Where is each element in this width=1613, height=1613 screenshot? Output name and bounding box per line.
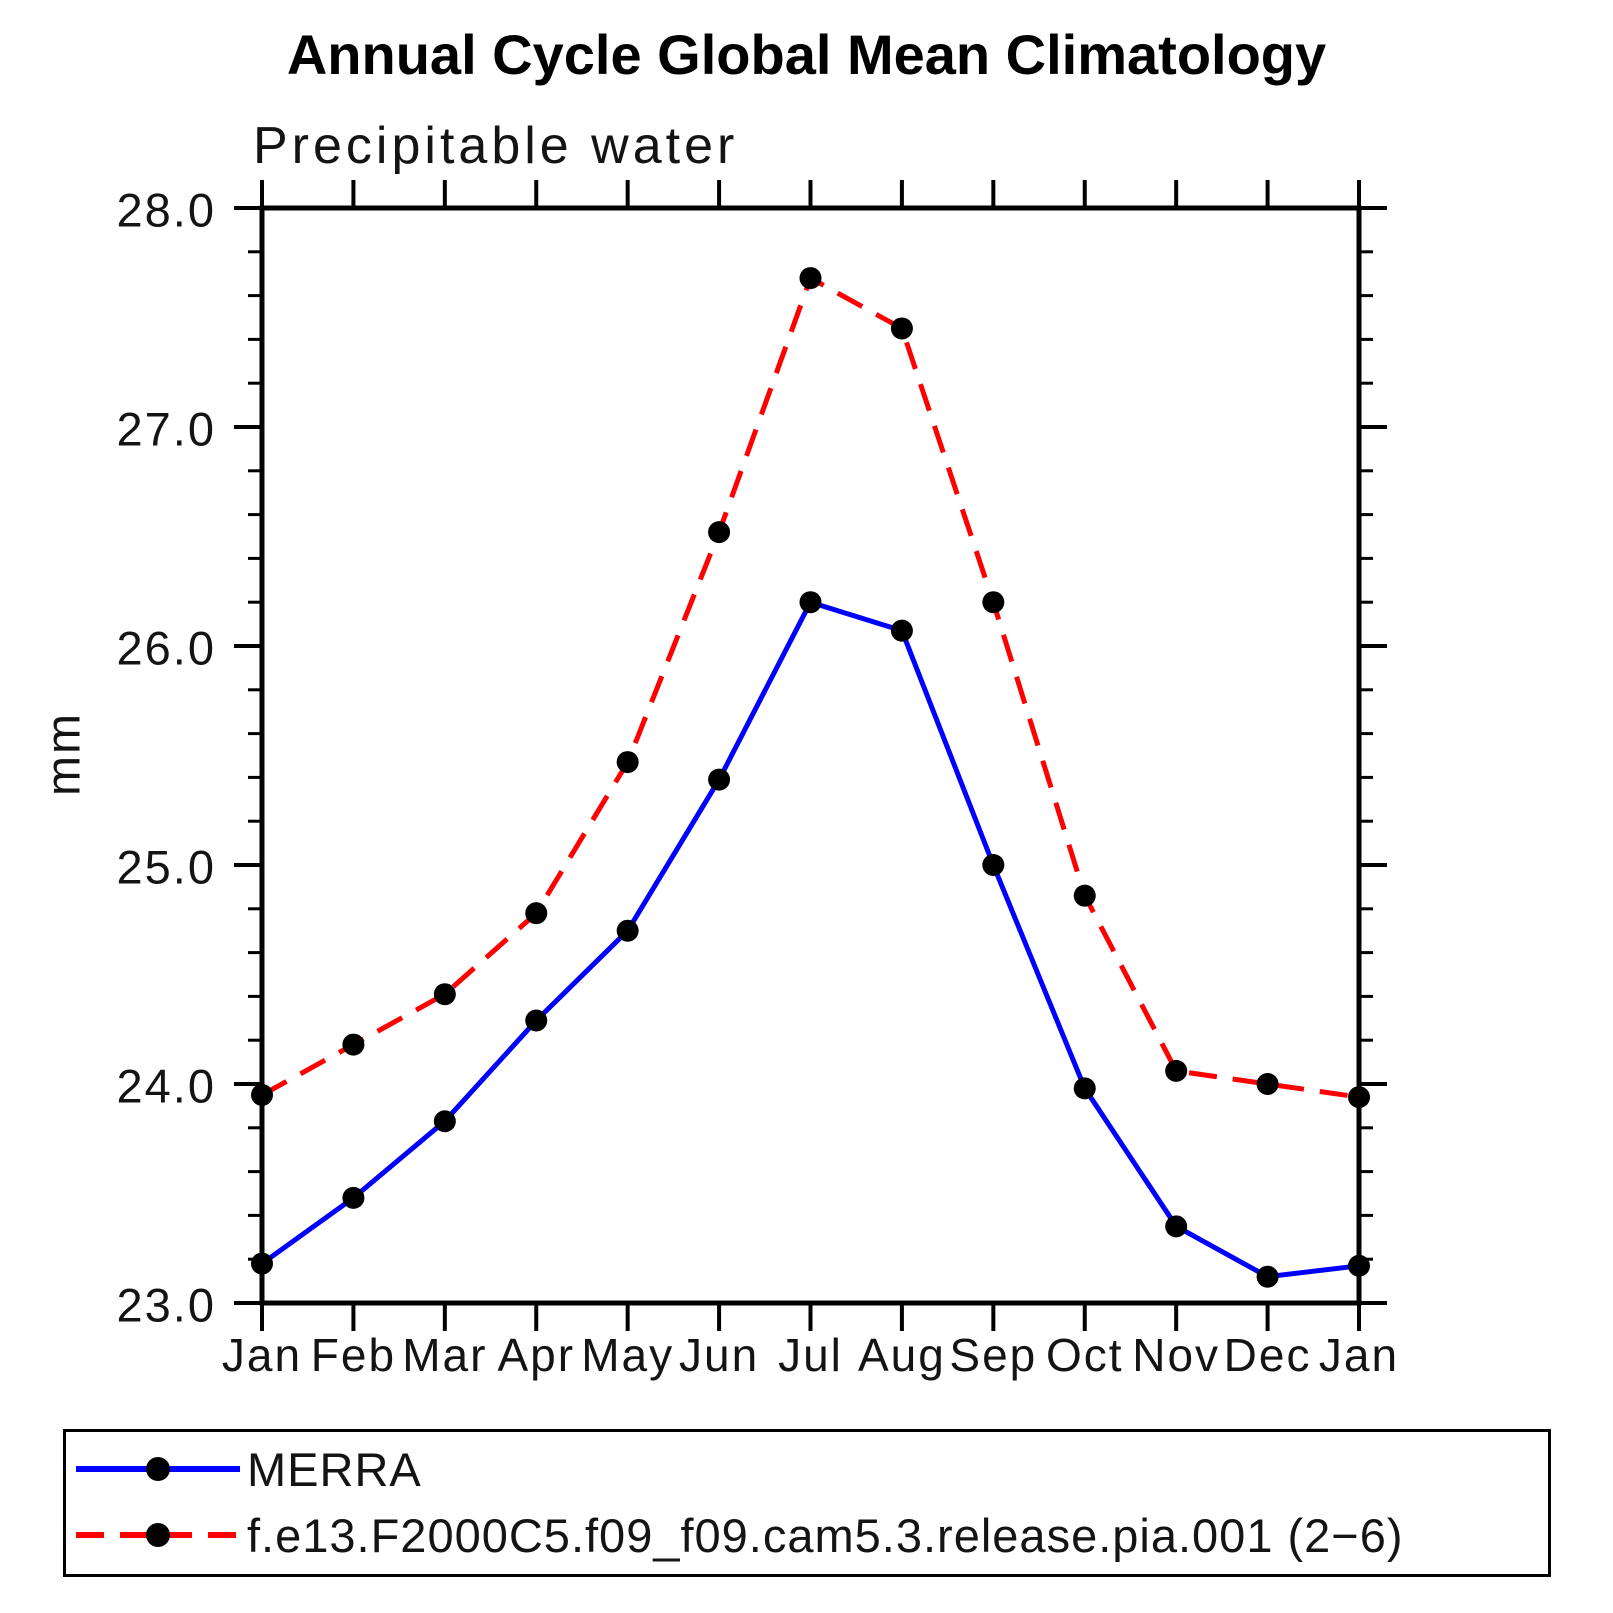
data-point-marker [799, 591, 822, 614]
y-tick-label: 28.0 [117, 184, 216, 237]
data-point-marker [1348, 1254, 1370, 1277]
merra-line-sample [76, 1457, 240, 1481]
data-point-marker [1165, 1059, 1188, 1082]
x-tick-label: Aug [858, 1329, 946, 1381]
model-sample-marker [146, 1523, 170, 1547]
data-point-marker [799, 267, 822, 290]
data-point-marker [342, 1186, 365, 1209]
x-tick-label: Jan [222, 1329, 302, 1381]
data-point-marker [525, 902, 548, 925]
legend-entry-model: f.e13.F2000C5.f09_f09.cam5.3.release.pia… [72, 1507, 1404, 1563]
data-point-marker [982, 854, 1005, 876]
series-line-1 [260, 274, 1360, 1100]
y-tick-label: 23.0 [117, 1279, 216, 1332]
chart-subtitle: Precipitable water [253, 117, 739, 175]
x-tick-label: Dec [1224, 1329, 1312, 1381]
legend: MERRA f.e13.F2000C5.f09_f09.cam5.3.relea… [63, 1429, 1551, 1577]
x-tick-label: Jul [778, 1329, 843, 1381]
model-line-sample [76, 1523, 240, 1547]
data-point-marker [1073, 884, 1096, 907]
data-point-marker [1256, 1073, 1279, 1095]
x-tick-label: Sep [949, 1329, 1037, 1381]
merra-sample-marker [146, 1457, 170, 1481]
x-tick-label: Oct [1046, 1329, 1124, 1381]
chart-title: Annual Cycle Global Mean Climatology [286, 23, 1327, 86]
data-point-marker [1348, 1086, 1370, 1109]
data-point-marker [525, 1009, 548, 1032]
data-point-marker [342, 1033, 365, 1056]
y-tick-label: 24.0 [117, 1060, 216, 1113]
series-line-0 [260, 599, 1360, 1280]
x-tick-label: Jan [1319, 1329, 1399, 1381]
data-point-marker [708, 521, 731, 544]
legend-entry-merra: MERRA [72, 1441, 422, 1497]
x-tick-label: Feb [311, 1329, 396, 1381]
x-tick-label: May [581, 1329, 674, 1381]
data-point-marker [616, 751, 639, 774]
legend-label-model: f.e13.F2000C5.f09_f09.cam5.3.release.pia… [247, 1508, 1404, 1562]
data-point-marker [708, 768, 731, 791]
x-tick-label: Nov [1132, 1329, 1220, 1381]
data-point-marker [1165, 1215, 1188, 1238]
data-point-marker [982, 591, 1005, 614]
data-point-marker [890, 619, 913, 642]
y-tick-label: 25.0 [117, 841, 216, 894]
data-point-marker [433, 983, 456, 1006]
data-point-marker [433, 1110, 456, 1133]
x-tick-label: Apr [497, 1329, 575, 1381]
y-tick-label: 26.0 [117, 622, 216, 675]
data-point-marker [1073, 1077, 1096, 1100]
y-tick-label: 27.0 [117, 403, 216, 456]
data-point-marker [251, 1252, 273, 1275]
x-tick-label: Jun [679, 1329, 759, 1381]
data-point-marker [616, 919, 639, 942]
data-point-marker [890, 317, 913, 340]
legend-label-merra: MERRA [247, 1442, 422, 1496]
data-point-marker [1256, 1265, 1279, 1288]
data-point-marker [251, 1083, 273, 1106]
plot-frame [259, 205, 1362, 1306]
x-tick-label: Mar [402, 1329, 487, 1381]
